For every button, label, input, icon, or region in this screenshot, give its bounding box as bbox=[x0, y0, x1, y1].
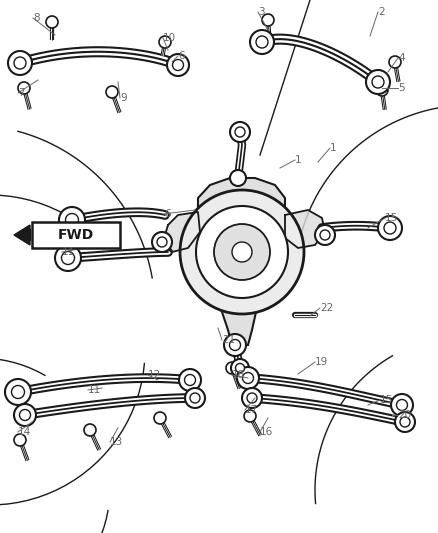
Circle shape bbox=[396, 400, 407, 410]
Polygon shape bbox=[198, 178, 285, 222]
Circle shape bbox=[59, 207, 85, 233]
Circle shape bbox=[14, 404, 36, 426]
Circle shape bbox=[244, 410, 256, 422]
Text: FWD: FWD bbox=[58, 228, 94, 242]
Circle shape bbox=[391, 394, 413, 416]
Text: 5: 5 bbox=[398, 83, 405, 93]
Text: 19: 19 bbox=[315, 357, 328, 367]
Circle shape bbox=[11, 385, 25, 399]
Circle shape bbox=[320, 230, 330, 240]
Circle shape bbox=[167, 54, 189, 76]
Circle shape bbox=[14, 434, 26, 446]
Circle shape bbox=[179, 369, 201, 391]
Circle shape bbox=[14, 57, 26, 69]
Text: 4: 4 bbox=[398, 53, 405, 63]
Text: 14: 14 bbox=[18, 427, 31, 437]
Circle shape bbox=[8, 51, 32, 75]
Text: 11: 11 bbox=[62, 247, 75, 257]
Text: 20: 20 bbox=[398, 410, 411, 420]
Circle shape bbox=[243, 373, 254, 384]
Circle shape bbox=[384, 222, 396, 234]
Text: 1: 1 bbox=[295, 155, 302, 165]
Text: 10: 10 bbox=[163, 33, 176, 43]
Text: 22: 22 bbox=[320, 303, 333, 313]
Circle shape bbox=[226, 362, 238, 374]
Circle shape bbox=[46, 16, 58, 28]
Text: 9: 9 bbox=[120, 93, 127, 103]
Circle shape bbox=[61, 252, 74, 264]
Circle shape bbox=[185, 388, 205, 408]
Text: 2: 2 bbox=[378, 7, 385, 17]
FancyBboxPatch shape bbox=[32, 222, 120, 248]
Text: 8: 8 bbox=[33, 13, 39, 23]
Circle shape bbox=[366, 70, 390, 94]
Text: 21: 21 bbox=[222, 335, 235, 345]
Circle shape bbox=[235, 127, 245, 137]
Circle shape bbox=[173, 60, 184, 70]
Circle shape bbox=[84, 424, 96, 436]
Circle shape bbox=[250, 30, 274, 54]
Text: 18: 18 bbox=[232, 370, 245, 380]
Circle shape bbox=[400, 417, 410, 427]
Circle shape bbox=[55, 245, 81, 271]
Circle shape bbox=[152, 232, 172, 252]
Circle shape bbox=[256, 36, 268, 48]
Text: 15: 15 bbox=[385, 213, 398, 223]
Text: 3: 3 bbox=[258, 7, 265, 17]
Circle shape bbox=[224, 334, 246, 356]
Circle shape bbox=[18, 82, 30, 94]
Circle shape bbox=[190, 393, 200, 403]
Polygon shape bbox=[215, 295, 260, 345]
Text: 17: 17 bbox=[245, 405, 258, 415]
Circle shape bbox=[231, 359, 249, 377]
Polygon shape bbox=[14, 225, 30, 245]
Text: 12: 12 bbox=[148, 370, 161, 380]
Circle shape bbox=[20, 409, 31, 421]
Circle shape bbox=[232, 242, 252, 262]
Circle shape bbox=[230, 170, 246, 186]
Circle shape bbox=[214, 224, 270, 280]
Text: 6: 6 bbox=[164, 209, 171, 219]
Circle shape bbox=[230, 122, 250, 142]
Circle shape bbox=[230, 340, 240, 351]
Circle shape bbox=[247, 393, 257, 403]
Circle shape bbox=[262, 14, 274, 26]
Circle shape bbox=[242, 388, 262, 408]
Circle shape bbox=[159, 36, 171, 48]
Circle shape bbox=[196, 206, 288, 298]
Circle shape bbox=[157, 237, 167, 247]
Circle shape bbox=[184, 375, 195, 385]
Polygon shape bbox=[285, 210, 325, 248]
Text: 15: 15 bbox=[380, 395, 393, 405]
Text: 7: 7 bbox=[18, 88, 25, 98]
Circle shape bbox=[372, 76, 384, 88]
Circle shape bbox=[5, 379, 31, 405]
Circle shape bbox=[106, 86, 118, 98]
Circle shape bbox=[389, 56, 401, 68]
Circle shape bbox=[378, 216, 402, 240]
Text: 16: 16 bbox=[260, 427, 273, 437]
Circle shape bbox=[154, 412, 166, 424]
Circle shape bbox=[236, 364, 244, 373]
Circle shape bbox=[376, 84, 388, 96]
Circle shape bbox=[180, 190, 304, 314]
Circle shape bbox=[315, 225, 335, 245]
Polygon shape bbox=[162, 212, 200, 252]
Circle shape bbox=[66, 214, 78, 227]
Text: 13: 13 bbox=[110, 437, 123, 447]
Text: 11: 11 bbox=[88, 385, 101, 395]
Circle shape bbox=[395, 412, 415, 432]
Circle shape bbox=[237, 367, 259, 389]
Text: 1: 1 bbox=[330, 143, 337, 153]
Text: 6: 6 bbox=[178, 51, 185, 61]
